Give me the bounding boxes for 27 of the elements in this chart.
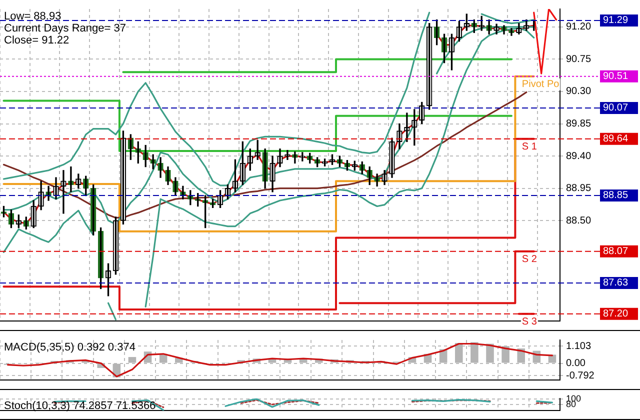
annotation: Low= 88.93 bbox=[4, 10, 62, 23]
y-tick-label: 90.30 bbox=[566, 86, 592, 98]
ref-line-label: 91.29 bbox=[603, 15, 628, 26]
series-label: Pivot Po bbox=[522, 79, 560, 90]
chart-title: Stoch(10,3,3) 74.2857 71.5366 bbox=[4, 400, 156, 412]
y-tick-label: 88.50 bbox=[566, 215, 592, 226]
ref-line-label: 89.64 bbox=[603, 134, 628, 145]
y-tick-label: -0.792 bbox=[566, 370, 595, 382]
series-label: S 1 bbox=[522, 142, 538, 153]
ref-line-label: 87.63 bbox=[603, 278, 628, 289]
ref-line-label: 88.85 bbox=[603, 190, 628, 202]
y-tick-label: 89.85 bbox=[566, 118, 592, 130]
series-label: S 2 bbox=[522, 254, 538, 266]
ref-line-label: 87.20 bbox=[603, 308, 628, 320]
series-label: S 3 bbox=[522, 316, 538, 328]
y-tick-label: 91.20 bbox=[566, 22, 592, 33]
ref-line-label: 90.07 bbox=[603, 102, 628, 114]
annotation: Close= 91.22 bbox=[4, 34, 70, 47]
ref-line-label: 88.07 bbox=[603, 246, 628, 258]
y-tick-label: 1.103 bbox=[566, 340, 592, 352]
annotation: Current Days Range= 37 bbox=[4, 22, 126, 35]
y-tick-label: 88.95 bbox=[566, 183, 592, 194]
y-tick-label: 89.40 bbox=[566, 150, 592, 162]
y-tick-label: 90.75 bbox=[566, 54, 592, 65]
chart-title: MACD(5,35,5) 0.392 0.374 bbox=[4, 342, 136, 354]
y-tick-label: 0.00 bbox=[566, 358, 586, 370]
ref-line-label: 90.51 bbox=[603, 71, 628, 82]
